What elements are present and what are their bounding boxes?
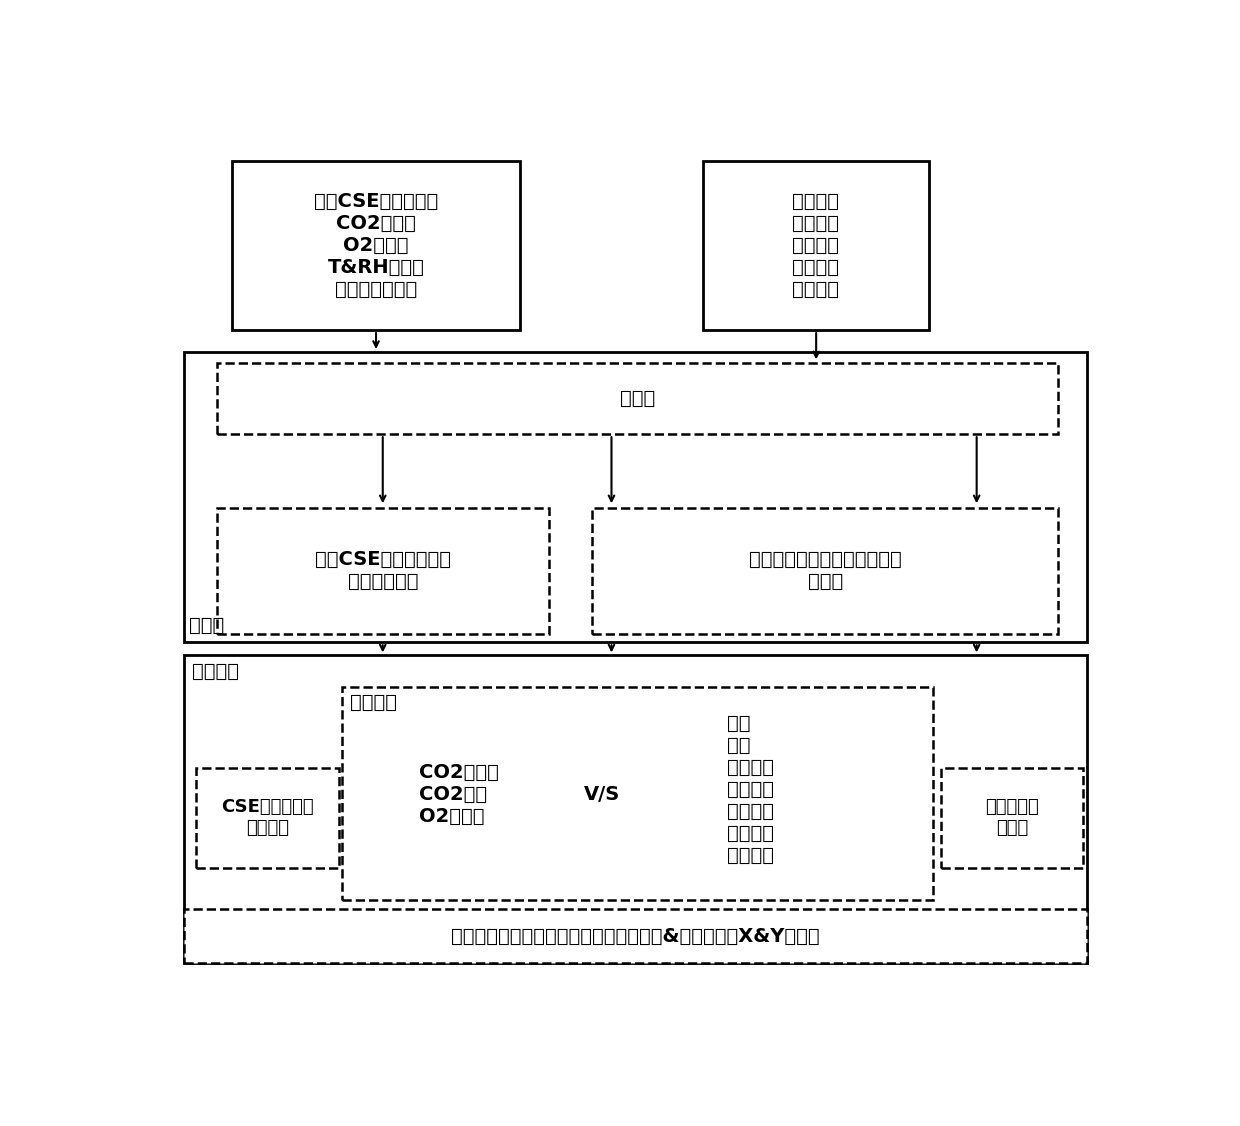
Text: 来自CSE装置的数据
CO2传感器
O2传感器
T&RH传感器
光照强度传感器: 来自CSE装置的数据 CO2传感器 O2传感器 T&RH传感器 光照强度传感器 [314,193,438,300]
Text: 图形界面: 图形界面 [191,662,238,681]
Text: CSE装置的覆盖
估算窗口: CSE装置的覆盖 估算窗口 [221,798,314,838]
Bar [184,655,1087,963]
Bar [196,768,339,868]
Text: 来自CSE装置的数据之
间的相关算法: 来自CSE装置的数据之 间的相关算法 [315,551,451,591]
Text: 用户输入
土壤类型
植被类型
气候条件
人为活动: 用户输入 土壤类型 植被类型 气候条件 人为活动 [792,193,839,300]
Bar [342,687,934,900]
Text: 服务器: 服务器 [188,616,224,635]
Bar [217,508,549,634]
Bar [184,351,1087,642]
Bar [184,910,1087,963]
Text: 数据库: 数据库 [620,390,656,409]
Text: 为不同的植被类型计算封存率
的算法: 为不同的植被类型计算封存率 的算法 [749,551,901,591]
Bar [703,161,929,330]
Bar [217,364,1058,435]
Text: CO2传感器
CO2封存
O2传感器: CO2传感器 CO2封存 O2传感器 [419,762,500,825]
Text: 控制台：选择植被类型，土壤类型，环境&气候条件，X&Y轴参数: 控制台：选择植被类型，土壤类型，环境&气候条件，X&Y轴参数 [451,927,820,946]
Bar [593,508,1058,634]
Text: V/S: V/S [584,785,620,804]
Bar [232,161,521,330]
Text: 温度
湿度
光照强度
土壤类型
气候条件
植被类型
人为活动: 温度 湿度 光照强度 土壤类型 气候条件 植被类型 人为活动 [727,714,774,865]
Text: 绘图窗口: 绘图窗口 [350,692,397,712]
Text: 树木种植策
略窗口: 树木种植策 略窗口 [986,798,1039,838]
Bar [941,768,1084,868]
